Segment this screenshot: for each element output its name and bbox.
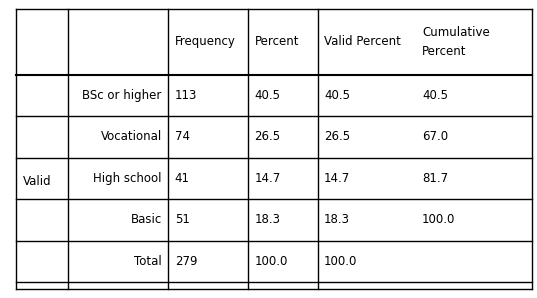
Text: 26.5: 26.5 [324, 131, 350, 143]
Text: 26.5: 26.5 [255, 131, 281, 143]
Text: 81.7: 81.7 [422, 172, 448, 185]
Text: 100.0: 100.0 [324, 255, 358, 268]
Text: 18.3: 18.3 [324, 213, 350, 226]
Text: Valid: Valid [23, 176, 51, 188]
Text: 67.0: 67.0 [422, 131, 448, 143]
Text: 113: 113 [175, 89, 197, 102]
Text: High school: High school [93, 172, 162, 185]
Text: 18.3: 18.3 [255, 213, 280, 226]
Text: 40.5: 40.5 [324, 89, 350, 102]
Text: BSc or higher: BSc or higher [82, 89, 162, 102]
Text: 51: 51 [175, 213, 190, 226]
Text: Vocational: Vocational [100, 131, 162, 143]
Text: Total: Total [134, 255, 162, 268]
Text: 14.7: 14.7 [255, 172, 281, 185]
Text: Percent: Percent [255, 35, 299, 48]
Text: 100.0: 100.0 [255, 255, 288, 268]
Text: 100.0: 100.0 [422, 213, 455, 226]
Text: 40.5: 40.5 [422, 89, 448, 102]
Text: 40.5: 40.5 [255, 89, 280, 102]
Text: 14.7: 14.7 [324, 172, 350, 185]
Text: 74: 74 [175, 131, 190, 143]
Text: Basic: Basic [130, 213, 162, 226]
Text: Valid Percent: Valid Percent [324, 35, 401, 48]
Text: 41: 41 [175, 172, 190, 185]
Text: Cumulative
Percent: Cumulative Percent [422, 26, 490, 58]
Text: 279: 279 [175, 255, 197, 268]
Text: Frequency: Frequency [175, 35, 236, 48]
